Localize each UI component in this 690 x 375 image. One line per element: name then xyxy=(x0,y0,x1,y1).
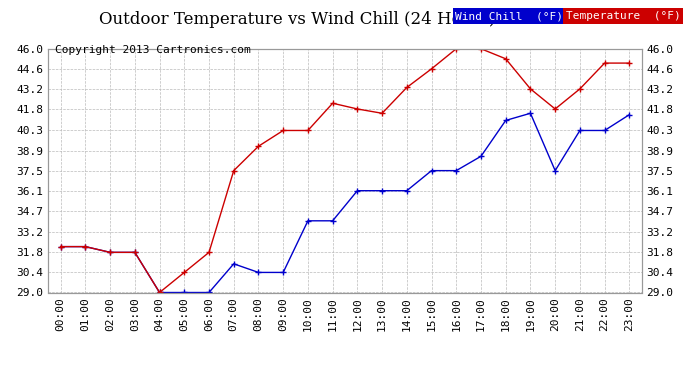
Text: Copyright 2013 Cartronics.com: Copyright 2013 Cartronics.com xyxy=(55,45,251,55)
Text: Wind Chill  (°F): Wind Chill (°F) xyxy=(455,11,564,21)
Text: Outdoor Temperature vs Wind Chill (24 Hours)  20130421: Outdoor Temperature vs Wind Chill (24 Ho… xyxy=(99,11,591,28)
Text: Temperature  (°F): Temperature (°F) xyxy=(566,11,680,21)
